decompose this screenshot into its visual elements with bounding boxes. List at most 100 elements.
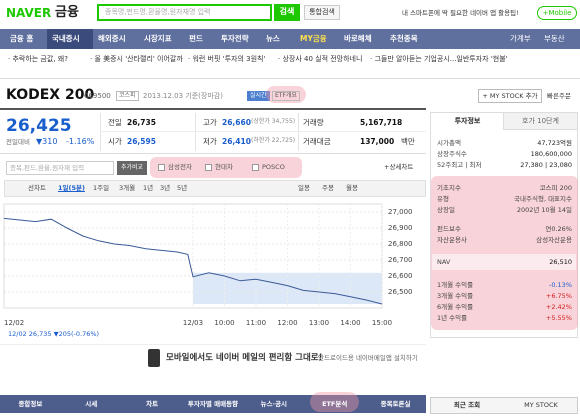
chart-tab[interactable]: 1년 bbox=[143, 184, 154, 192]
nav-item[interactable]: 금융 홈 bbox=[10, 34, 34, 43]
side-bottom-tab[interactable]: MY STOCK bbox=[524, 401, 558, 409]
bottom-tab[interactable]: 뉴스·공시 bbox=[260, 400, 288, 408]
bottom-tab[interactable]: 투자자별 매매동향 bbox=[187, 400, 239, 408]
nav-item[interactable]: 국내증시 bbox=[52, 34, 80, 43]
checkbox[interactable] bbox=[205, 164, 212, 171]
chart-footer: 12/02 26,735 ▼205(-0.76%) bbox=[8, 330, 100, 338]
chart-tab[interactable]: 5년 bbox=[177, 184, 188, 192]
summary-label: 시가총액 bbox=[437, 139, 461, 147]
compare-item[interactable]: 삼성전자 bbox=[168, 163, 192, 171]
news-item[interactable]: · 추락하는 금값, 왜? bbox=[8, 55, 68, 63]
nav-item[interactable]: 펀드 bbox=[189, 34, 203, 43]
return-label: 1년 수익률 bbox=[437, 314, 468, 322]
nav-item[interactable]: MY금융 bbox=[300, 34, 327, 43]
summary-label: 상장주식수 bbox=[437, 150, 467, 158]
chart-tab[interactable]: 일봉 bbox=[298, 184, 310, 192]
quote-cell: 26,660 bbox=[222, 118, 251, 127]
detail-chart[interactable]: +상세차트 bbox=[384, 163, 414, 171]
nav-item[interactable]: 뉴스 bbox=[266, 34, 280, 43]
etf-value: 2002년 10월 14일 bbox=[516, 206, 572, 214]
chart-tab[interactable]: 선차트 bbox=[28, 184, 46, 192]
quote-cell: 시가 bbox=[108, 137, 122, 146]
x-tick-label: 12:00 bbox=[277, 319, 297, 327]
price-chart: 27,000 26,900 26,800 26,700 26,600 26,500 12/0… bbox=[3, 203, 413, 327]
quick-order[interactable]: 빠른주문 bbox=[547, 92, 571, 100]
highlight bbox=[310, 392, 360, 412]
nav-item[interactable]: 추천종목 bbox=[390, 34, 418, 43]
etf-label: 유형 bbox=[437, 195, 449, 203]
change-pct: -1.16% bbox=[66, 137, 95, 146]
change: ▼310 bbox=[36, 137, 58, 146]
side-bottom-bar bbox=[430, 397, 578, 414]
quote-cell: 거래대금 bbox=[303, 137, 331, 146]
return-value: -0.13% bbox=[549, 281, 572, 289]
side-tab[interactable]: 호가 10단계 bbox=[522, 117, 559, 125]
chart-tab[interactable]: 3개월 bbox=[119, 184, 136, 192]
chart-tab[interactable]: 3년 bbox=[160, 184, 171, 192]
etf-overview[interactable]: ETF개요 bbox=[272, 91, 300, 101]
banner-text[interactable]: 모바일에서도 네이버 메일의 편리함 그대로! bbox=[166, 353, 323, 363]
mobile-button[interactable]: +Mobile bbox=[537, 6, 577, 20]
side-bottom-tab[interactable]: 최근 조회 bbox=[453, 401, 481, 409]
compare-input[interactable]: 종목,펀드,환율,원자재 입력 bbox=[6, 161, 114, 175]
add-mystock[interactable]: + MY STOCK 추가 bbox=[478, 89, 542, 103]
nav-item[interactable]: 해외증시 bbox=[98, 34, 126, 43]
return-value: +6.75% bbox=[545, 292, 572, 300]
x-tick-label: 11:00 bbox=[246, 319, 266, 327]
integrated-search[interactable]: 통합검색 bbox=[304, 5, 340, 20]
bottom-tab[interactable]: 차트 bbox=[146, 400, 159, 408]
y-tick-label: 26,600 bbox=[388, 272, 413, 280]
checkbox[interactable] bbox=[158, 164, 165, 171]
search-box[interactable]: 종목명,펀드명,환율명,원자재명 입력 bbox=[97, 4, 272, 21]
highlight bbox=[431, 176, 578, 330]
divider bbox=[0, 108, 426, 110]
y-tick-label: 26,900 bbox=[388, 224, 413, 232]
compare-item[interactable]: 현대차 bbox=[215, 163, 233, 171]
banner-link[interactable]: 안드로이드용 네이버메일앱 설치하기 bbox=[318, 354, 418, 362]
quote-cell: 26,735 bbox=[127, 118, 156, 127]
bottom-tab[interactable]: ETF분석 bbox=[322, 400, 348, 408]
divider bbox=[0, 153, 426, 154]
price-line bbox=[3, 217, 383, 305]
nav-item[interactable]: 바로해체 bbox=[344, 34, 372, 43]
nav-right[interactable]: 가계부 bbox=[510, 34, 531, 43]
news-item[interactable]: · 상장사 40 실적 전망하네니 bbox=[278, 55, 363, 63]
nav-item[interactable]: 시장지표 bbox=[144, 34, 172, 43]
nav-item[interactable]: 투자전략 bbox=[221, 34, 249, 43]
chart-tab[interactable]: 1주일 bbox=[93, 184, 110, 192]
quote-cell: 고가 bbox=[203, 118, 217, 127]
news-item[interactable]: · 올 美증시 '산타랠리' 이어갈까 bbox=[90, 55, 183, 63]
quote-cell: 저가 bbox=[203, 137, 217, 146]
x-tick-label: 12/03 bbox=[183, 319, 203, 327]
x-tick-label: 15:00 bbox=[372, 319, 392, 327]
side-tab[interactable]: 투자정보 bbox=[454, 117, 481, 125]
side-panel bbox=[430, 112, 578, 338]
nav-right[interactable]: 부동산 bbox=[544, 34, 565, 43]
bottom-tab[interactable]: 시세 bbox=[85, 400, 98, 408]
chart-tab[interactable]: 주봉 bbox=[322, 184, 334, 192]
compare-button[interactable]: 추가비교 bbox=[117, 161, 147, 175]
etf-value: 삼성자산운용 bbox=[536, 236, 572, 244]
nav-label: NAV bbox=[437, 258, 451, 266]
bottom-tab[interactable]: 종합정보 bbox=[18, 400, 43, 408]
realtime[interactable]: 실시간 bbox=[247, 91, 270, 101]
separator bbox=[195, 113, 196, 151]
news-item[interactable]: · 그들만 알아듣는 기업공시...일반투자자 '현불' bbox=[370, 55, 508, 63]
y-tick-label: 26,500 bbox=[388, 288, 413, 296]
x-tick-label: 12/02 bbox=[4, 319, 24, 327]
price: 26,425 bbox=[6, 116, 72, 136]
nav-active bbox=[47, 29, 93, 49]
checkbox[interactable] bbox=[252, 164, 259, 171]
y-tick-label: 26,800 bbox=[388, 240, 413, 248]
bottom-tab[interactable]: 종목토론실 bbox=[380, 400, 411, 408]
highlight bbox=[150, 157, 302, 178]
promo[interactable]: 내 스마트폰에 딱 필요한 네이버 앱 활용팁! bbox=[402, 9, 519, 17]
compare-item[interactable]: POSCO bbox=[262, 163, 285, 171]
nav-value: 26,510 bbox=[549, 258, 572, 266]
bottom-tab-bar bbox=[0, 395, 426, 413]
search-button[interactable]: 검색 bbox=[274, 4, 300, 21]
chart-tab[interactable]: 월봉 bbox=[346, 184, 358, 192]
news-item[interactable]: · 워런 버핏 '투자의 3원칙' bbox=[188, 55, 266, 63]
chart-tab[interactable]: 1일(5분) bbox=[58, 184, 85, 192]
etf-value: 코스피 200 bbox=[539, 184, 572, 192]
